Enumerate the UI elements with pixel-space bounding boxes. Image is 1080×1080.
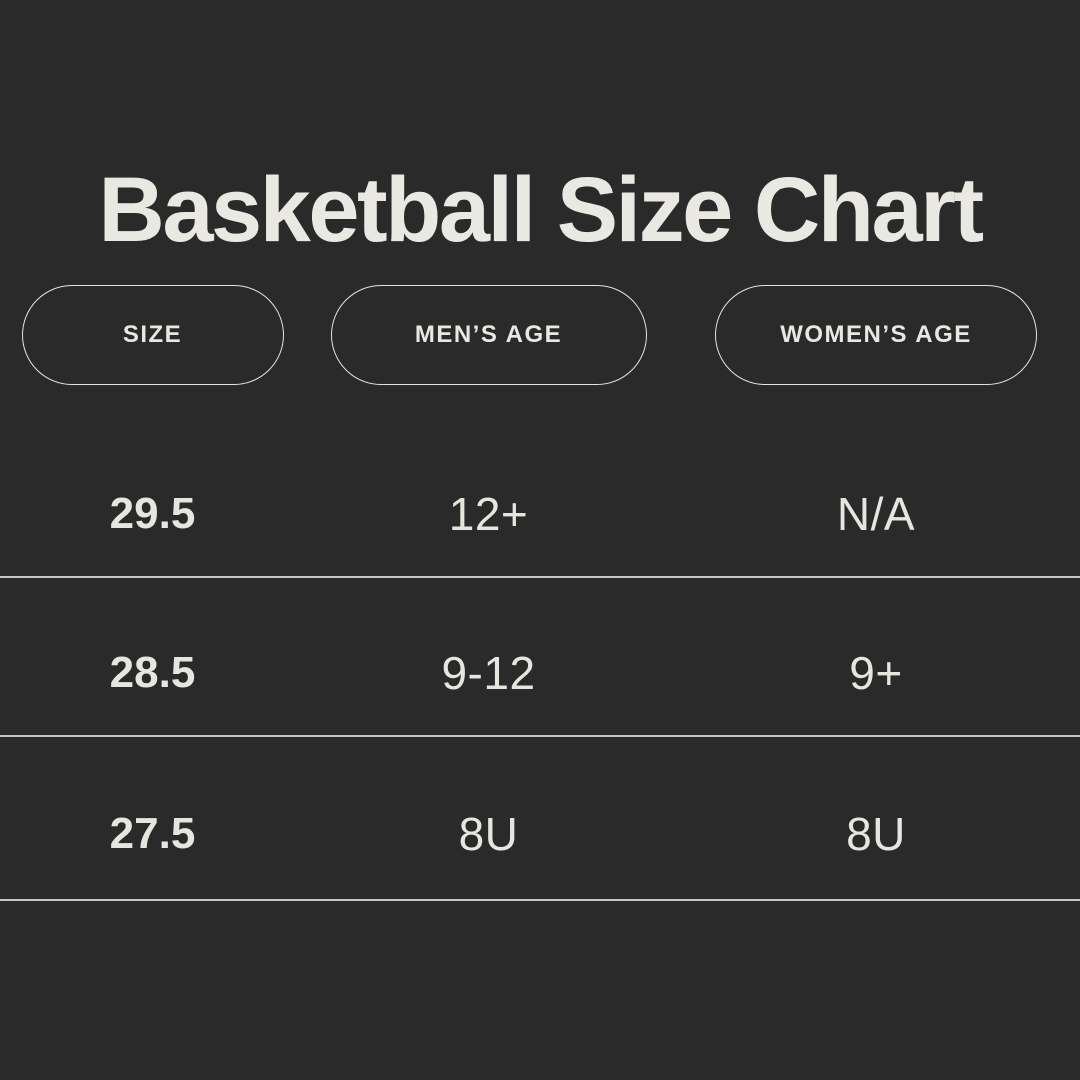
- column-header-pill-mens-age: MEN’S AGE: [330, 285, 647, 385]
- column-header-label-womens-age: WOMEN’S AGE: [780, 321, 972, 348]
- cell-womens-age: N/A: [836, 487, 916, 540]
- table-row: 28.5 9-12 9+: [0, 578, 1080, 737]
- cell-size: 29.5: [109, 488, 196, 538]
- cell-mens-age: 9-12: [441, 646, 536, 699]
- column-header-pill-womens-age: WOMEN’S AGE: [715, 285, 1037, 385]
- cell-size: 27.5: [109, 809, 196, 858]
- column-header-wrap-womens-age: WOMEN’S AGE: [672, 285, 1080, 385]
- column-header-pill-size: SIZE: [21, 285, 284, 385]
- table-body: 29.5 12+ N/A 28.5 9-12 9+ 27.5 8U 8U: [0, 419, 1080, 901]
- cell-mens-age: 12+: [448, 487, 529, 540]
- cell-size: 28.5: [109, 647, 196, 697]
- cell-mens-age: 8U: [458, 808, 519, 860]
- column-header-label-size: SIZE: [122, 321, 183, 348]
- column-header-wrap-size: SIZE: [0, 285, 305, 385]
- cell-womens-age: 8U: [846, 808, 906, 860]
- table-row: 29.5 12+ N/A: [0, 419, 1080, 578]
- page-title: Basketball Size Chart: [98, 158, 984, 261]
- table-header: SIZE MEN’S AGE WOMEN’S AGE: [0, 285, 1080, 385]
- table-row: 27.5 8U 8U: [0, 737, 1080, 901]
- cell-womens-age: 9+: [849, 646, 903, 699]
- column-header-wrap-mens-age: MEN’S AGE: [305, 285, 672, 385]
- column-header-label-mens-age: MEN’S AGE: [414, 321, 563, 348]
